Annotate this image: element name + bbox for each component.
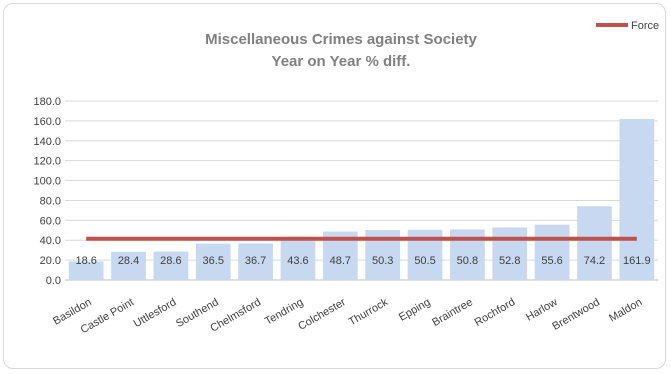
- data-label: 161.9: [623, 255, 651, 267]
- chart-title: Miscellaneous Crimes against Society Yea…: [205, 31, 477, 70]
- x-category-label: Uttlesford: [132, 296, 179, 330]
- bar: [280, 236, 316, 280]
- bar: [111, 251, 146, 280]
- data-label: 18.6: [75, 255, 96, 267]
- y-tick-label: 40.0: [40, 235, 61, 247]
- y-axis-ticks: 0.0 20.0 40.0 60.0 80.0 100.0 120.0 140.0 160.0 1…: [33, 96, 61, 287]
- data-label: 50.5: [414, 255, 435, 267]
- data-label: 50.8: [457, 255, 478, 267]
- legend-label-force: Force: [631, 20, 659, 32]
- y-tick-label: 80.0: [40, 195, 61, 207]
- y-tick-label: 180.0: [33, 96, 61, 108]
- data-label: 52.8: [499, 255, 520, 267]
- bar: [534, 224, 570, 280]
- data-label: 74.2: [584, 255, 605, 267]
- x-category-label: Thurrock: [347, 296, 391, 328]
- y-tick-label: 60.0: [40, 215, 61, 227]
- y-tick-label: 120.0: [33, 156, 61, 168]
- bar: [238, 243, 273, 280]
- x-category-label: Colchester: [296, 296, 348, 333]
- chart-title-line-2: Year on Year % diff.: [272, 53, 411, 70]
- data-label: 28.4: [118, 255, 139, 267]
- y-tick-label: 160.0: [33, 116, 61, 128]
- x-category-label: Brentwood: [550, 296, 602, 333]
- data-label: 48.7: [330, 255, 351, 267]
- y-tick-label: 100.0: [33, 176, 61, 188]
- x-category-label: Maldon: [607, 296, 644, 324]
- x-category-label: Braintree: [430, 296, 475, 329]
- y-tick-label: 140.0: [33, 136, 61, 148]
- data-label: 36.5: [203, 255, 224, 267]
- y-tick-label: 0.0: [46, 275, 61, 287]
- chart-title-line-1: Miscellaneous Crimes against Society: [205, 31, 477, 48]
- bar: [153, 251, 189, 280]
- data-label: 43.6: [287, 255, 308, 267]
- chart-frame: [3, 3, 666, 369]
- legend: Force: [596, 20, 659, 32]
- data-label: 50.3: [372, 255, 393, 267]
- data-label: 55.6: [541, 255, 562, 267]
- x-category-label: Rochford: [473, 296, 518, 329]
- data-label: 36.7: [245, 255, 266, 267]
- bar: [195, 243, 231, 280]
- bar: [619, 118, 655, 280]
- y-tick-label: 20.0: [40, 255, 61, 267]
- bar: [68, 261, 104, 280]
- data-labels: 18.6 28.4 28.6 36.5 36.7 43.6 48.7 50.3 50.5 50.8…: [75, 255, 650, 267]
- x-category-label: Epping: [397, 296, 433, 324]
- data-label: 28.6: [160, 255, 181, 267]
- bars: [68, 118, 655, 280]
- bar: [492, 227, 528, 280]
- bar: [577, 206, 612, 280]
